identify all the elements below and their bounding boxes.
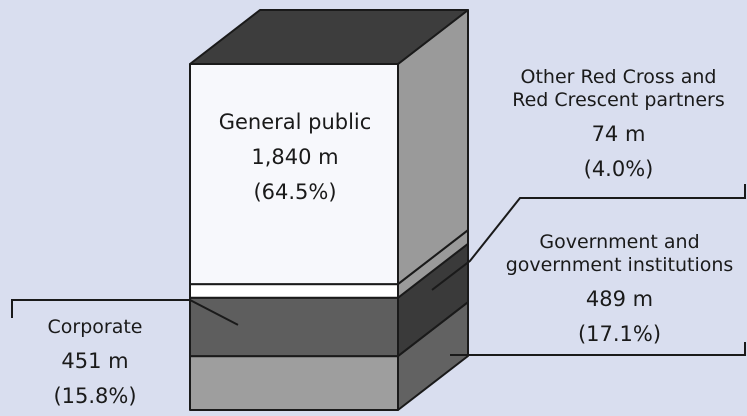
label-gov-name-line2: government institutions <box>492 254 747 277</box>
label-other-value: 74 m <box>490 122 747 147</box>
label-other-name-line2: Red Crescent partners <box>490 89 747 112</box>
label-other-name-line1: Other Red Cross and <box>490 66 747 89</box>
label-government: Government and government institutions 4… <box>492 231 747 347</box>
label-general-percent: (64.5%) <box>200 180 390 205</box>
cube-segments <box>190 10 468 410</box>
label-gov-percent: (17.1%) <box>492 322 747 347</box>
label-corporate: Corporate 451 m (15.8%) <box>20 316 170 409</box>
label-corp-name: Corporate <box>20 316 170 339</box>
segment-front-other-red-cross-and-red-crescent-partners <box>190 284 398 298</box>
label-corp-percent: (15.8%) <box>20 384 170 409</box>
label-other-partners: Other Red Cross and Red Crescent partner… <box>490 66 747 182</box>
label-corp-value: 451 m <box>20 349 170 374</box>
label-general-public: General public 1,840 m (64.5%) <box>200 110 390 206</box>
label-gov-name-line1: Government and <box>492 231 747 254</box>
label-other-percent: (4.0%) <box>490 157 747 182</box>
segment-front-corporate <box>190 356 398 410</box>
segment-front-government-and-government-institutions <box>190 298 398 356</box>
label-general-name: General public <box>200 110 390 135</box>
label-gov-value: 489 m <box>492 287 747 312</box>
label-general-value: 1,840 m <box>200 145 390 170</box>
